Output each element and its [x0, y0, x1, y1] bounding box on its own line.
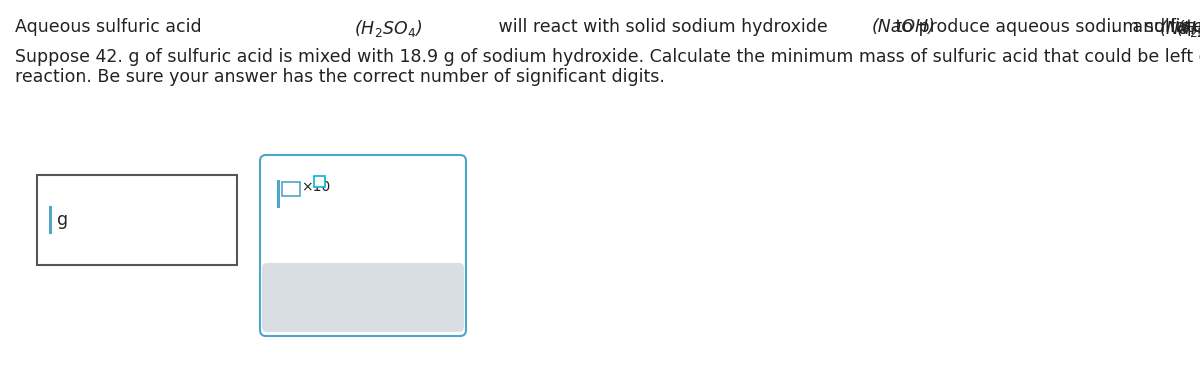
- Text: ?: ?: [418, 285, 428, 305]
- Text: will react with solid sodium hydroxide: will react with solid sodium hydroxide: [492, 18, 833, 36]
- Text: to produce aqueous sodium sulfate: to produce aqueous sodium sulfate: [889, 18, 1200, 36]
- Text: (NaOH): (NaOH): [872, 18, 936, 36]
- Text: and liquid water: and liquid water: [1127, 18, 1200, 36]
- Text: Suppose 42. g of sulfuric acid is mixed with 18.9 g of sodium hydroxide. Calcula: Suppose 42. g of sulfuric acid is mixed …: [14, 48, 1200, 66]
- Bar: [49, 206, 52, 234]
- Text: ×: ×: [294, 285, 312, 305]
- FancyBboxPatch shape: [262, 263, 464, 332]
- Text: .: .: [1110, 18, 1116, 36]
- Text: Aqueous sulfuric acid: Aqueous sulfuric acid: [14, 18, 208, 36]
- Text: g: g: [58, 211, 68, 229]
- Text: (Na$_2$SO$_4$): (Na$_2$SO$_4$): [1159, 18, 1200, 39]
- Bar: [282, 182, 300, 196]
- FancyBboxPatch shape: [260, 155, 466, 336]
- Bar: [277, 180, 280, 208]
- Text: (H$_2$SO$_4$): (H$_2$SO$_4$): [354, 18, 422, 39]
- Text: (H$_2$O): (H$_2$O): [1176, 18, 1200, 39]
- Text: ↺: ↺: [354, 285, 372, 305]
- Bar: [314, 176, 325, 187]
- Text: ×10: ×10: [301, 180, 330, 194]
- Bar: [37, 175, 238, 265]
- Text: reaction. Be sure your answer has the correct number of significant digits.: reaction. Be sure your answer has the co…: [14, 68, 665, 86]
